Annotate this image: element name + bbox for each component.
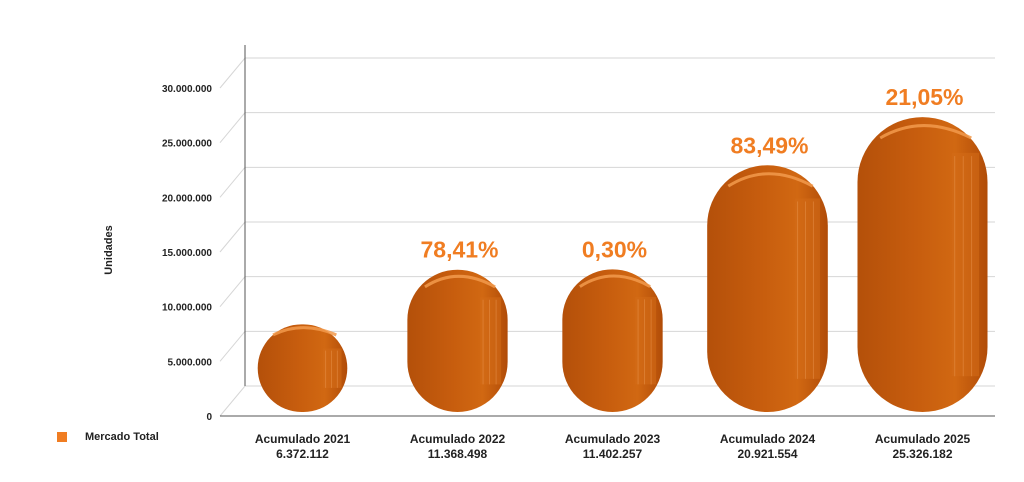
- bar-facet: [951, 152, 980, 377]
- y-tick-label: 0: [206, 412, 212, 423]
- y-tick-label: 15.000.000: [162, 248, 212, 259]
- bar-highlight: [424, 274, 496, 289]
- bar-group: [707, 165, 828, 412]
- growth-label: 21,05%: [885, 84, 963, 110]
- growth-label: 83,49%: [730, 132, 808, 158]
- x-category-label: Acumulado 2023: [565, 432, 661, 446]
- x-category-label: Acumulado 2022: [410, 432, 506, 446]
- legend-label: Mercado Total: [85, 431, 159, 443]
- bar-group: [257, 324, 348, 412]
- grid-line: [219, 57, 995, 89]
- growth-label: 78,41%: [420, 237, 498, 263]
- bar-group: [407, 269, 508, 412]
- x-category-label: Acumulado 2025: [875, 432, 971, 446]
- growth-label: 0,30%: [582, 236, 647, 262]
- x-value-label: 11.368.498: [428, 447, 488, 461]
- bar-group: [857, 117, 988, 413]
- bar-highlight: [727, 172, 814, 188]
- x-category-label: Acumulado 2024: [720, 432, 816, 446]
- bar-highlight: [879, 124, 972, 140]
- legend-swatch: [57, 432, 67, 442]
- x-value-label: 20.921.554: [737, 447, 797, 461]
- y-tick-label: 5.000.000: [168, 357, 213, 368]
- bar-highlight: [579, 274, 651, 288]
- y-tick-label: 30.000.000: [162, 84, 212, 95]
- x-value-label: 11.402.257: [583, 447, 643, 461]
- x-value-label: 25.326.182: [892, 447, 952, 461]
- bar-highlight: [272, 326, 337, 337]
- y-axis-label: Unidades: [103, 225, 115, 275]
- bar-facet: [322, 348, 342, 388]
- bar: [257, 324, 348, 412]
- y-tick-label: 10.000.000: [162, 303, 212, 314]
- x-value-label: 6.372.112: [276, 447, 329, 461]
- bar-group: [562, 269, 663, 412]
- y-tick-label: 20.000.000: [162, 193, 212, 204]
- y-tick-label: 25.000.000: [162, 139, 212, 150]
- bar-facet: [794, 198, 820, 379]
- x-category-label: Acumulado 2021: [255, 432, 351, 446]
- legend: Mercado Total: [57, 431, 159, 443]
